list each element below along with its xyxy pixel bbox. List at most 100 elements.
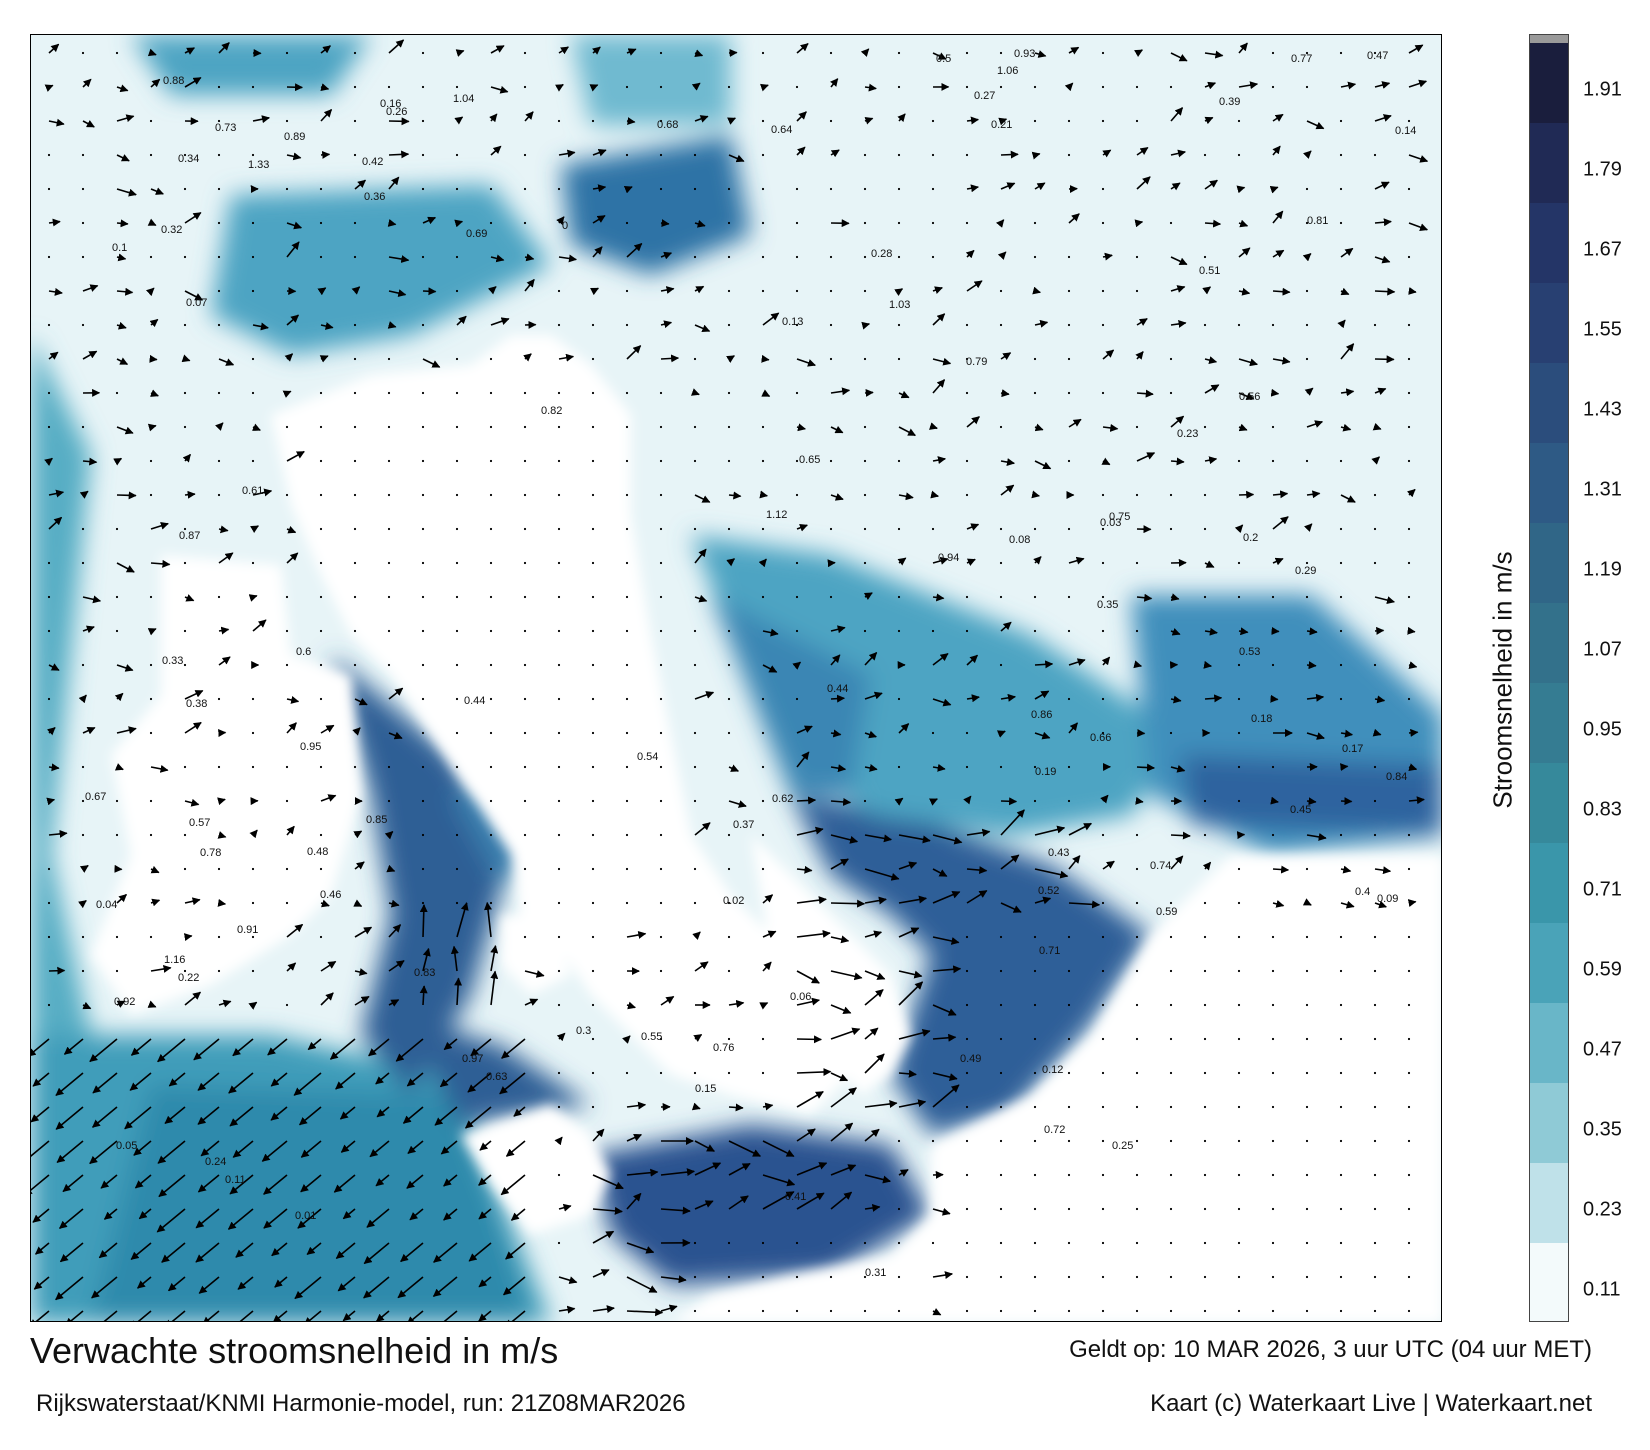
current-arrow xyxy=(149,354,158,363)
calm-dot xyxy=(1373,1275,1377,1279)
current-arrow xyxy=(1034,868,1069,879)
calm-dot xyxy=(1135,255,1139,259)
calm-dot xyxy=(897,51,901,55)
current-arrow xyxy=(82,726,96,735)
current-arrow xyxy=(1408,796,1425,805)
current-arrow xyxy=(864,868,900,881)
calm-dot xyxy=(1237,119,1241,123)
calm-dot xyxy=(421,119,425,123)
calm-dot xyxy=(217,867,221,871)
calm-dot xyxy=(1135,1071,1139,1075)
current-arrow xyxy=(796,725,813,734)
calm-dot xyxy=(421,255,425,259)
current-arrow xyxy=(623,186,633,194)
calm-dot xyxy=(1305,459,1309,463)
current-arrow xyxy=(454,116,464,125)
calm-dot xyxy=(251,867,255,871)
current-arrow xyxy=(150,764,169,773)
calm-dot xyxy=(965,1003,969,1007)
current-arrow xyxy=(1170,855,1184,870)
current-arrow xyxy=(487,286,497,295)
current-arrow xyxy=(55,1106,84,1130)
calm-dot xyxy=(1339,629,1343,633)
calm-dot xyxy=(455,799,459,803)
calm-dot xyxy=(47,187,51,191)
calm-dot xyxy=(285,765,289,769)
calm-dot xyxy=(1407,119,1411,123)
calm-dot xyxy=(557,1003,561,1007)
calm-dot xyxy=(863,1241,867,1245)
calm-dot xyxy=(1339,833,1343,837)
calm-dot xyxy=(1033,527,1037,531)
speed-value-label: 0.82 xyxy=(541,405,562,417)
current-arrow xyxy=(184,490,196,499)
current-arrow xyxy=(932,1072,958,1081)
current-arrow xyxy=(830,764,847,773)
current-arrow xyxy=(1134,49,1143,58)
calm-dot xyxy=(251,969,255,973)
current-arrow xyxy=(1204,356,1218,364)
calm-dot xyxy=(1169,357,1173,361)
calm-dot xyxy=(693,1071,697,1075)
current-arrow xyxy=(388,39,405,54)
calm-dot xyxy=(591,1105,595,1109)
current-arrow xyxy=(1034,896,1052,905)
current-arrow xyxy=(1000,352,1012,361)
current-arrow xyxy=(48,218,61,227)
calm-dot xyxy=(761,1241,765,1245)
current-arrow xyxy=(200,1140,220,1157)
current-arrow xyxy=(82,120,95,128)
calm-dot xyxy=(1169,1003,1173,1007)
calm-dot xyxy=(1271,765,1275,769)
current-arrow xyxy=(1068,658,1086,666)
current-arrow xyxy=(898,492,914,501)
speed-value-label: 0.4 xyxy=(1355,886,1370,898)
current-arrow xyxy=(558,46,569,55)
calm-dot xyxy=(1203,1139,1207,1143)
calm-dot xyxy=(1305,1241,1309,1245)
current-arrow xyxy=(694,1200,714,1210)
current-arrow xyxy=(114,763,124,771)
calm-dot xyxy=(1271,1275,1275,1279)
calm-dot xyxy=(1169,1071,1173,1075)
current-arrow xyxy=(626,117,636,126)
calm-dot xyxy=(1339,969,1343,973)
calm-dot xyxy=(523,153,527,157)
current-arrow xyxy=(762,1191,795,1210)
calm-dot xyxy=(557,697,561,701)
calm-dot xyxy=(999,527,1003,531)
speed-value-label: 0.37 xyxy=(733,819,754,831)
calm-dot xyxy=(965,1139,969,1143)
current-arrow xyxy=(1272,900,1285,908)
current-arrow xyxy=(592,215,606,224)
current-arrow xyxy=(116,287,134,296)
current-arrow xyxy=(116,321,127,330)
current-arrow xyxy=(184,897,201,906)
speed-value-label: 1.03 xyxy=(889,299,910,311)
colorbar-tick-label: 0.47 xyxy=(1583,1038,1622,1061)
current-arrow xyxy=(1170,256,1188,266)
current-arrow xyxy=(626,345,642,360)
current-arrow xyxy=(116,491,137,500)
calm-dot xyxy=(81,323,85,327)
calm-dot xyxy=(897,697,901,701)
calm-dot xyxy=(455,765,459,769)
calm-dot xyxy=(1373,935,1377,939)
calm-dot xyxy=(455,391,459,395)
calm-dot xyxy=(1169,935,1173,939)
calm-dot xyxy=(557,1241,561,1245)
calm-dot xyxy=(659,391,663,395)
calm-dot xyxy=(183,255,187,259)
current-arrow xyxy=(78,899,87,909)
calm-dot xyxy=(829,527,833,531)
calm-dot xyxy=(251,153,255,157)
calm-dot xyxy=(319,187,323,191)
calm-dot xyxy=(1203,425,1207,429)
calm-dot xyxy=(1305,221,1309,225)
calm-dot xyxy=(115,51,119,55)
calm-dot xyxy=(1305,1207,1309,1211)
current-arrow xyxy=(626,1192,642,1210)
current-arrow xyxy=(388,687,404,700)
current-arrow xyxy=(726,355,735,363)
calm-dot xyxy=(421,629,425,633)
